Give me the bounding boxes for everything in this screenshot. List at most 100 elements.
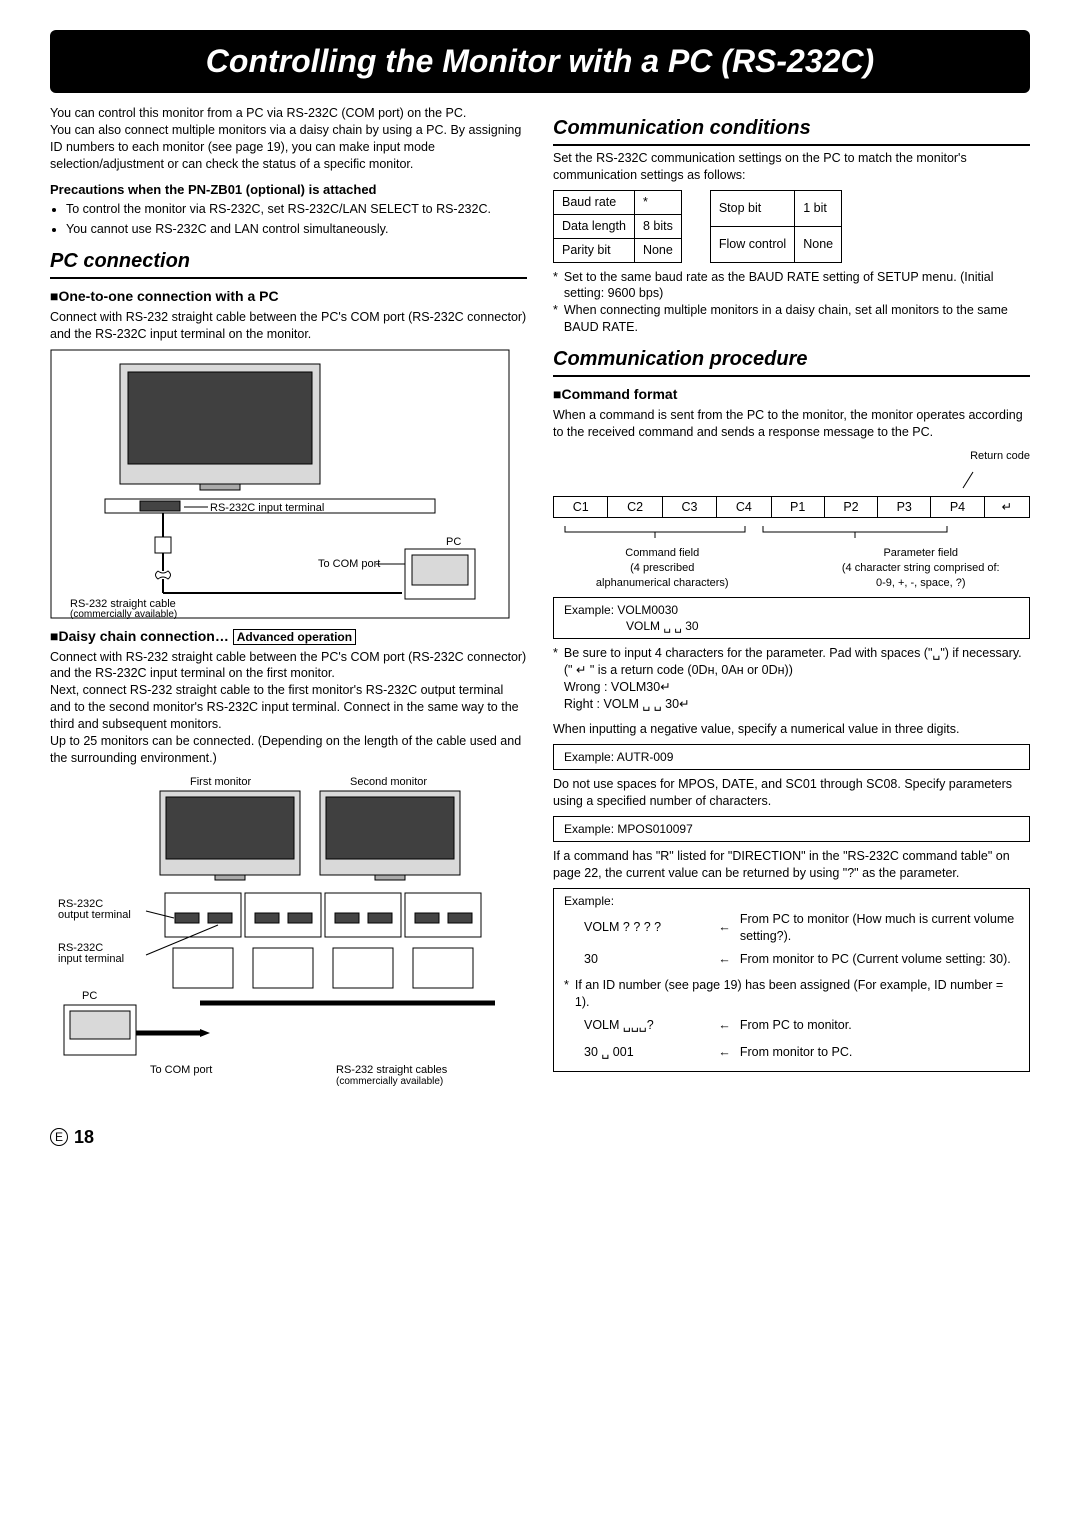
parameter-field-sublabel: (4 character string comprised of: 0-9, +… bbox=[812, 561, 1031, 591]
table-cell: 1 bit bbox=[795, 190, 842, 226]
note-text: When connecting multiple monitors in a d… bbox=[564, 302, 1030, 336]
example-star-note: * If an ID number (see page 19) has been… bbox=[564, 977, 1019, 1011]
daisy-p3: Up to 25 monitors can be connected. (Dep… bbox=[50, 733, 527, 767]
diagram-label-cable-sub: (commercially available) bbox=[70, 609, 177, 619]
example-cmd: VOLM ? ? ? ? bbox=[566, 911, 709, 945]
comm-conditions-body: Set the RS-232C communication settings o… bbox=[553, 150, 1030, 184]
daisy-p1: Connect with RS-232 straight cable betwe… bbox=[50, 649, 527, 683]
cmd-cell: P1 bbox=[771, 496, 824, 518]
example-cmd: 30 ␣ 001 bbox=[566, 1040, 709, 1065]
comm-procedure-heading: Communication procedure bbox=[553, 346, 1030, 377]
table-cell: Parity bit bbox=[554, 238, 635, 262]
example-line: VOLM ␣ ␣ 30 bbox=[564, 618, 1019, 634]
comm-note-2: *When connecting multiple monitors in a … bbox=[553, 302, 1030, 336]
arrow-left-icon: ← bbox=[711, 911, 738, 945]
left-column: You can control this monitor from a PC v… bbox=[50, 105, 527, 1098]
parameter-note: * Be sure to input 4 characters for the … bbox=[553, 645, 1030, 713]
comm-note-1: *Set to the same baud rate as the BAUD R… bbox=[553, 269, 1030, 303]
example-box-2: Example: AUTR-009 bbox=[553, 744, 1030, 770]
command-field-sublabel: (4 prescribed alphanumerical characters) bbox=[553, 561, 772, 591]
diagram-label-cables-sub: (commercially available) bbox=[336, 1076, 443, 1087]
example-table-2: VOLM ␣␣␣? ← From PC to monitor. 30 ␣ 001… bbox=[564, 1011, 1019, 1067]
cmd-cell: C3 bbox=[662, 496, 716, 518]
svg-text:input terminal: input terminal bbox=[58, 953, 124, 965]
return-code-pointer bbox=[553, 470, 1013, 490]
pc-connection-heading: PC connection bbox=[50, 248, 527, 279]
example-cmd: VOLM ␣␣␣? bbox=[566, 1013, 709, 1038]
example-table: VOLM ? ? ? ? ← From PC to monitor (How m… bbox=[564, 909, 1019, 974]
arrow-left-icon: ← bbox=[711, 1040, 738, 1065]
table-cell: * bbox=[634, 190, 681, 214]
diagram-label-pc: PC bbox=[446, 536, 461, 548]
command-format-heading: ■Command format bbox=[553, 385, 1030, 404]
cmd-cell: C1 bbox=[554, 496, 608, 518]
command-format-table: C1 C2 C3 C4 P1 P2 P3 P4 ↵ bbox=[553, 496, 1030, 519]
daisy-chain-diagram: First monitor Second monitor bbox=[50, 773, 510, 1093]
example-box-3: Example: MPOS010097 bbox=[553, 816, 1030, 842]
note-text: If an ID number (see page 19) has been a… bbox=[575, 977, 1019, 1011]
diagram-label-input-terminal: RS-232C input terminal bbox=[210, 502, 324, 514]
two-column-layout: You can control this monitor from a PC v… bbox=[50, 105, 1030, 1098]
one-to-one-heading: ■One-to-one connection with a PC bbox=[50, 287, 527, 306]
daisy-p2: Next, connect RS-232 straight cable to t… bbox=[50, 682, 527, 733]
cmd-cell: C4 bbox=[717, 496, 771, 518]
table-cell: Stop bit bbox=[710, 190, 794, 226]
precautions-title: Precautions when the PN-ZB01 (optional) … bbox=[50, 181, 527, 199]
diagram-label-second-monitor: Second monitor bbox=[350, 776, 427, 788]
table-cell: Flow control bbox=[710, 226, 794, 262]
lang-marker-icon: E bbox=[50, 1128, 68, 1146]
diagram-label-pc: PC bbox=[82, 990, 97, 1002]
table-cell: Data length bbox=[554, 214, 635, 238]
note-text: (" ↵ " is a return code (0Dн, 0Aн or 0Dн… bbox=[564, 662, 1022, 679]
cmd-cell: C2 bbox=[608, 496, 662, 518]
table-cell: 8 bits bbox=[634, 214, 681, 238]
daisy-chain-heading: ■Daisy chain connection… Advanced operat… bbox=[50, 627, 527, 646]
table-cell: None bbox=[795, 226, 842, 262]
table-cell: None bbox=[634, 238, 681, 262]
arrow-left-icon: ← bbox=[711, 1013, 738, 1038]
one-to-one-body: Connect with RS-232 straight cable betwe… bbox=[50, 309, 527, 343]
table-cell: Baud rate bbox=[554, 190, 635, 214]
daisy-chain-title: ■Daisy chain connection… bbox=[50, 628, 229, 644]
precautions-list: To control the monitor via RS-232C, set … bbox=[50, 201, 527, 238]
mpos-note: Do not use spaces for MPOS, DATE, and SC… bbox=[553, 776, 1030, 810]
command-field-label: Command field bbox=[553, 546, 772, 561]
precaution-item: You cannot use RS-232C and LAN control s… bbox=[66, 221, 527, 238]
example-cmd: 30 bbox=[566, 947, 709, 972]
example-line: Example: VOLM0030 bbox=[564, 602, 1019, 618]
bracket-lines bbox=[553, 524, 1013, 540]
cmd-cell: P3 bbox=[878, 496, 931, 518]
negative-value-note: When inputting a negative value, specify… bbox=[553, 721, 1030, 738]
intro-paragraph-1: You can control this monitor from a PC v… bbox=[50, 105, 527, 122]
cmd-cell: ↵ bbox=[984, 496, 1029, 518]
precaution-item: To control the monitor via RS-232C, set … bbox=[66, 201, 527, 218]
one-to-one-diagram: RS-232C input terminal PC To COM port RS… bbox=[50, 349, 510, 619]
example-box-1: Example: VOLM0030 VOLM ␣ ␣ 30 bbox=[553, 597, 1030, 639]
page-title-banner: Controlling the Monitor with a PC (RS-23… bbox=[50, 30, 1030, 93]
comm-settings-table-2: Stop bit1 bit Flow controlNone bbox=[710, 190, 842, 263]
example-desc: From monitor to PC (Current volume setti… bbox=[740, 947, 1017, 972]
wrong-example: Wrong : VOLM30↵ bbox=[564, 679, 1022, 696]
svg-text:output terminal: output terminal bbox=[58, 909, 131, 921]
note-text: Set to the same baud rate as the BAUD RA… bbox=[564, 269, 1030, 303]
rdirection-note: If a command has "R" listed for "DIRECTI… bbox=[553, 848, 1030, 882]
right-column: Communication conditions Set the RS-232C… bbox=[553, 105, 1030, 1098]
page-number: E 18 bbox=[50, 1125, 1030, 1149]
diagram-label-first-monitor: First monitor bbox=[190, 776, 251, 788]
parameter-field-label: Parameter field bbox=[812, 546, 1031, 561]
right-example: Right : VOLM ␣ ␣ 30↵ bbox=[564, 696, 1022, 713]
document-page: Controlling the Monitor with a PC (RS-23… bbox=[0, 0, 1080, 1189]
diagram-label-to-com: To COM port bbox=[318, 558, 380, 570]
arrow-left-icon: ← bbox=[711, 947, 738, 972]
cmd-cell: P2 bbox=[824, 496, 877, 518]
diagram-label-to-com: To COM port bbox=[150, 1064, 212, 1076]
diagram-label-cables: RS-232 straight cables bbox=[336, 1064, 448, 1076]
note-text: Be sure to input 4 characters for the pa… bbox=[564, 645, 1022, 662]
example-desc: From monitor to PC. bbox=[740, 1040, 1017, 1065]
field-labels: Command field (4 prescribed alphanumeric… bbox=[553, 546, 1030, 591]
example-desc: From PC to monitor (How much is current … bbox=[740, 911, 1017, 945]
comm-settings-table-1: Baud rate* Data length8 bits Parity bitN… bbox=[553, 190, 682, 263]
example-box-4: Example: VOLM ? ? ? ? ← From PC to monit… bbox=[553, 888, 1030, 1072]
example-head: Example: bbox=[564, 893, 1019, 909]
page-number-text: 18 bbox=[74, 1125, 94, 1149]
